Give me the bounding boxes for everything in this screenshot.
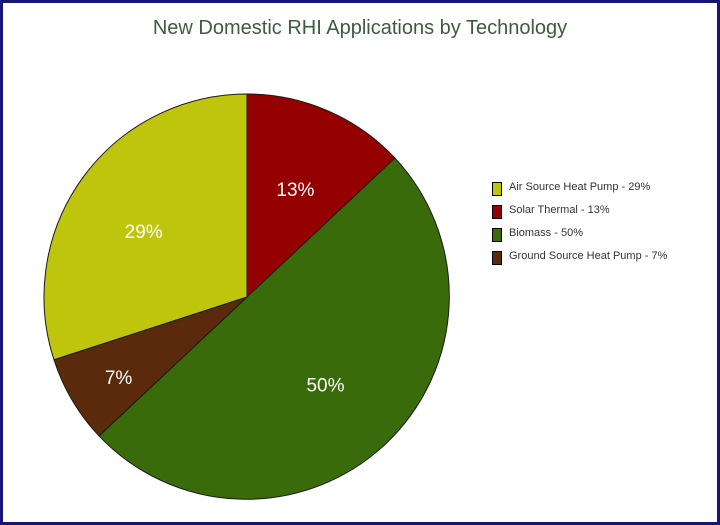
svg-text:29%: 29% — [125, 222, 163, 243]
svg-text:13%: 13% — [276, 180, 314, 201]
svg-text:50%: 50% — [306, 376, 344, 397]
svg-text:7%: 7% — [105, 368, 133, 389]
